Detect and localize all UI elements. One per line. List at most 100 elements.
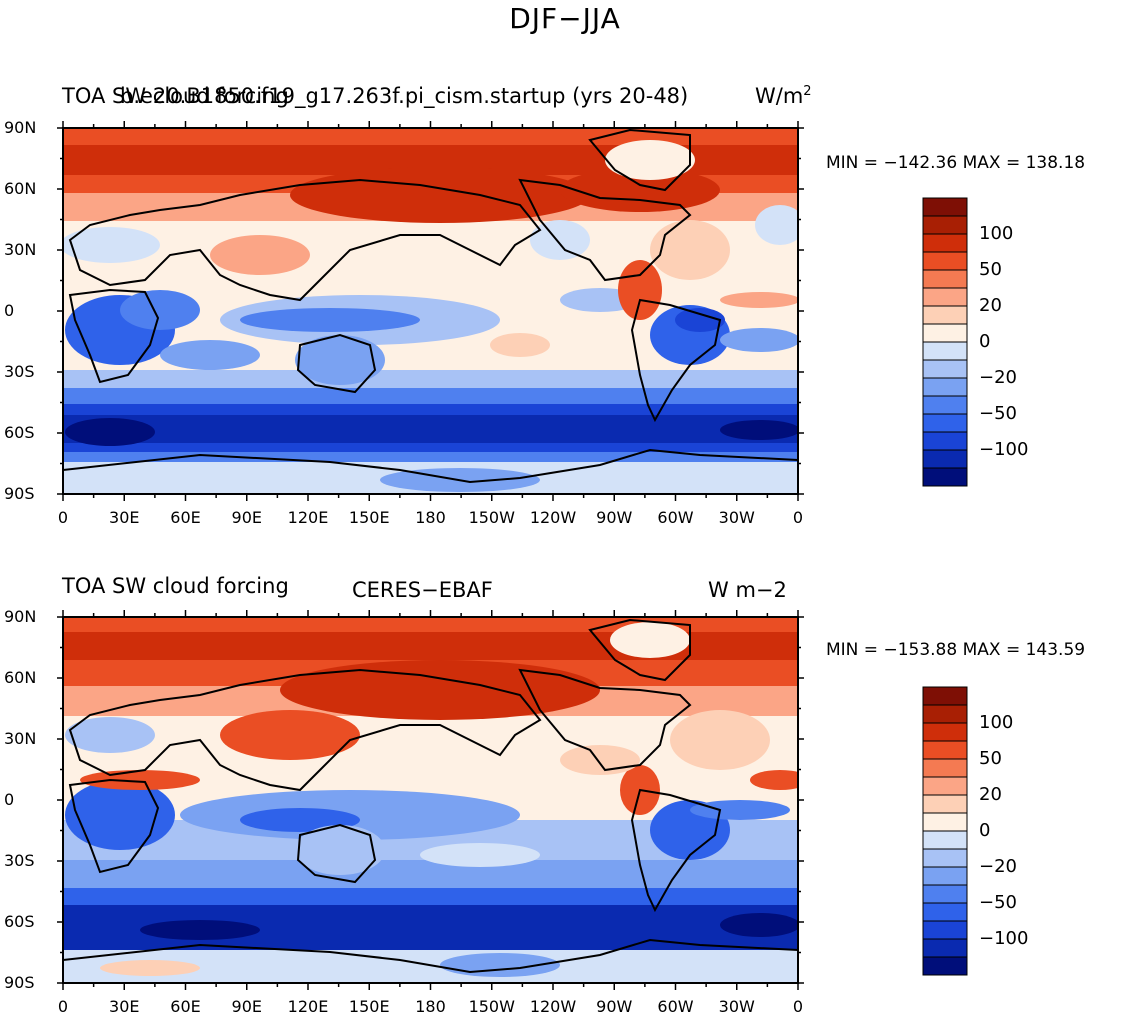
panel-2-center-title: CERES−EBAF: [352, 578, 493, 602]
axis-ticks: [57, 121, 804, 990]
colorbar-level-label: 100: [979, 223, 1014, 244]
coastlines-panel-2: [63, 618, 798, 974]
lat-label: 30S: [4, 362, 35, 381]
lon-label: 180: [415, 508, 446, 527]
colorbar-box: [922, 251, 968, 271]
panel-1-minmax: MIN = −142.36 MAX = 138.18: [826, 153, 1086, 173]
colorbar-box: [922, 413, 968, 433]
lon-label: 30E: [109, 997, 140, 1016]
lon-label: 90E: [231, 997, 262, 1016]
colorbar-box: [922, 758, 968, 778]
colorbar-box: [922, 866, 968, 886]
lat-label: 0: [4, 790, 15, 809]
colorbar-box: [922, 449, 968, 469]
colorbar-box: [922, 215, 968, 235]
lat-label: 90N: [4, 118, 37, 137]
colorbar-box: [922, 305, 968, 325]
map-panel-1: [63, 128, 798, 494]
colorbar-box: [922, 359, 968, 379]
colorbar-box: [922, 740, 968, 760]
colorbar-level-label: −50: [979, 403, 1017, 424]
colorbar-box: [922, 341, 968, 361]
colorbar-level-label: −20: [979, 856, 1017, 877]
lon-label: 30W: [718, 508, 755, 527]
colorbar-box: [922, 776, 968, 796]
lon-label: 0: [792, 508, 804, 527]
lon-label: 150E: [348, 508, 390, 527]
lon-label: 150W: [468, 508, 515, 527]
panel-2-units: W m−2: [708, 578, 787, 602]
panel-1-units: W/m2: [755, 84, 812, 108]
figure-title: DJF−JJA: [509, 2, 621, 35]
colorbar-box: [922, 686, 968, 706]
lon-label: 60W: [657, 997, 694, 1016]
lat-label: 30N: [4, 729, 37, 748]
lat-label: 60S: [4, 423, 35, 442]
colorbar-level-label: 20: [979, 295, 1002, 316]
colorbar-box: [922, 884, 968, 904]
coastlines-panel-1: [63, 128, 798, 484]
lon-label: 150E: [348, 997, 390, 1016]
lon-label: 90W: [596, 508, 633, 527]
lon-label: 0: [57, 997, 69, 1016]
colorbar-level-label: 0: [979, 331, 991, 352]
lon-label: 0: [792, 997, 804, 1016]
lon-label: 90W: [596, 997, 633, 1016]
colorbar-box: [922, 794, 968, 814]
lon-label: 120E: [287, 508, 329, 527]
lon-label: 90E: [231, 508, 262, 527]
lon-label: 60E: [170, 997, 201, 1016]
colorbar-box: [922, 197, 968, 217]
lat-label: 30S: [4, 851, 35, 870]
panel-1-center-title: b.e20.B1850.f19_g17.263f.pi_cism.startup…: [120, 84, 689, 108]
colorbar-box: [922, 377, 968, 397]
colorbar-box: [922, 467, 968, 487]
colorbar-panel-1: [922, 197, 968, 487]
lon-label: 120E: [287, 997, 329, 1016]
lat-label: 0: [4, 301, 15, 320]
lon-label: 0: [57, 508, 69, 527]
lon-label: 180: [415, 997, 446, 1016]
colorbar-panel-2: [922, 686, 968, 976]
colorbar-box: [922, 287, 968, 307]
lat-label: 60N: [4, 179, 37, 198]
colorbar-box: [922, 902, 968, 922]
colorbar-level-label: 20: [979, 784, 1002, 805]
lat-label: 90N: [4, 607, 37, 626]
panel-1-left-title: TOA SW cloud forcing: [62, 84, 289, 108]
lat-label: 90S: [4, 973, 35, 992]
colorbar-box: [922, 722, 968, 742]
colorbar-box: [922, 233, 968, 253]
colorbar-level-label: −100: [979, 439, 1029, 460]
colorbar-level-label: 100: [979, 712, 1014, 733]
lon-label: 30E: [109, 508, 140, 527]
panel-2-minmax: MIN = −153.88 MAX = 143.59: [826, 640, 1086, 660]
colorbar-box: [922, 269, 968, 289]
colorbar-level-label: 50: [979, 259, 1002, 280]
colorbar-box: [922, 956, 968, 976]
lat-label: 30N: [4, 240, 37, 259]
colorbar-box: [922, 830, 968, 850]
lon-label: 120W: [529, 508, 577, 527]
lon-label: 60W: [657, 508, 694, 527]
colorbar-box: [922, 938, 968, 958]
colorbar-level-label: −50: [979, 892, 1017, 913]
colorbar-box: [922, 704, 968, 724]
colorbar-box: [922, 848, 968, 868]
colorbar-level-label: 50: [979, 748, 1002, 769]
colorbar-level-label: −100: [979, 928, 1029, 949]
colorbar-level-label: 0: [979, 820, 991, 841]
lat-label: 60S: [4, 912, 35, 931]
map-panel-2: [63, 617, 798, 983]
lon-label: 60E: [170, 508, 201, 527]
colorbar-box: [922, 812, 968, 832]
lat-label: 60N: [4, 668, 37, 687]
lon-label: 150W: [468, 997, 515, 1016]
colorbar-box: [922, 323, 968, 343]
colorbar-box: [922, 431, 968, 451]
lon-label: 120W: [529, 997, 577, 1016]
panel-2-left-title: TOA SW cloud forcing: [62, 574, 289, 598]
colorbar-level-label: −20: [979, 367, 1017, 388]
lat-label: 90S: [4, 484, 35, 503]
